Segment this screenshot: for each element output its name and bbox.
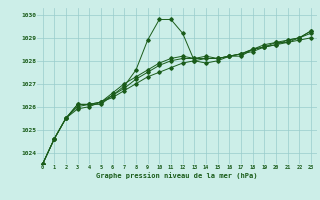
X-axis label: Graphe pression niveau de la mer (hPa): Graphe pression niveau de la mer (hPa) [96, 172, 258, 179]
